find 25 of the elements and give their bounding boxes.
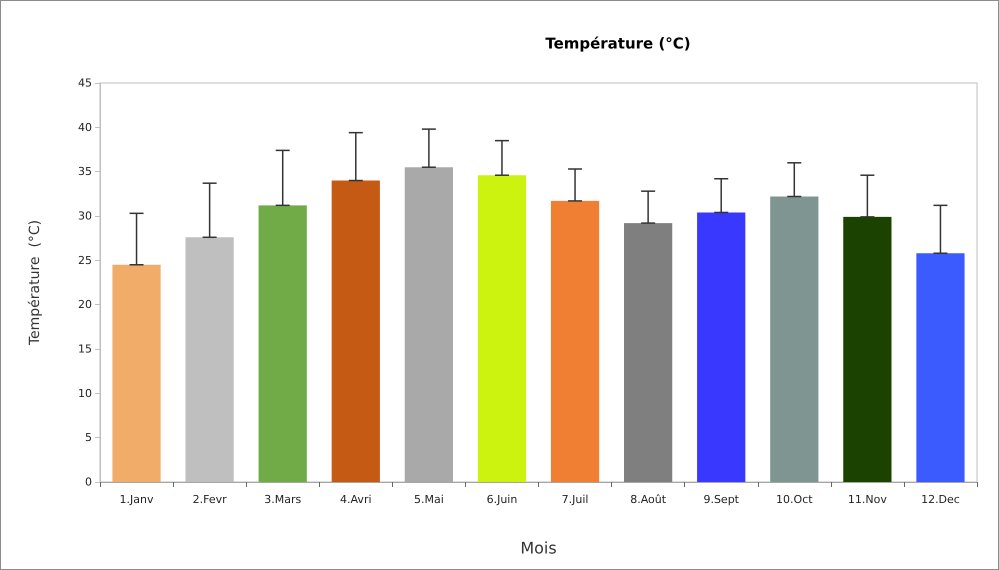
x-tick-label: 11.Nov [848,493,888,506]
y-tick-label: 5 [85,431,92,444]
x-tick-label: 2.Fevr [192,493,228,506]
y-tick-label: 20 [78,298,92,312]
x-tick-label: 7.Juil [562,493,588,506]
x-tick-label: 1.Janv [120,493,154,506]
x-tick-label: 5.Mai [414,493,444,506]
x-tick-label: 6.Juin [486,493,518,506]
x-tick-label: 3.Mars [264,493,302,506]
chart-title: Température (°C) [545,34,691,52]
y-tick-label: 0 [85,476,92,488]
x-tick-label: 4.Avri [340,493,372,506]
y-tick-label: 45 [78,76,92,90]
y-tick-label: 10 [78,386,92,400]
x-tick-label: 8.Août [630,493,667,506]
y-axis-title: Température (°C) [27,220,43,346]
y-tick-label: 35 [78,165,92,178]
y-tick-label: 25 [78,254,92,267]
x-axis-title: Mois [520,538,557,558]
x-tick-label: 10.Oct [776,493,814,506]
y-tick-label: 40 [78,120,92,134]
y-tick-label: 15 [78,342,92,356]
x-tick-label: 12.Dec [921,493,960,506]
x-tick-label: 9.Sept [703,493,740,506]
y-tick-label: 30 [78,210,92,222]
